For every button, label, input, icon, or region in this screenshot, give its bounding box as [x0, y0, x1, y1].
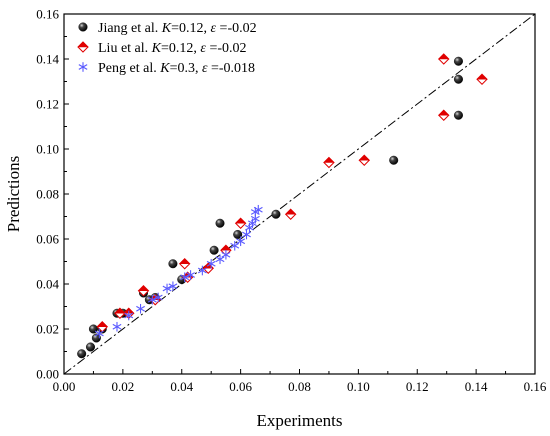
data-point — [242, 229, 251, 240]
data-point — [168, 281, 178, 292]
data-point — [453, 110, 463, 120]
y-tick-label: 0.16 — [36, 7, 59, 22]
data-point — [438, 109, 450, 121]
legend-label: Jiang et al. K=0.12, ε =-0.02 — [98, 21, 257, 36]
data-point — [215, 218, 225, 228]
data-point — [253, 204, 263, 215]
data-point — [234, 217, 247, 229]
data-point — [91, 333, 101, 343]
legend-label: Liu et al. K=0.12, ε =-0.02 — [98, 41, 247, 56]
data-point — [94, 328, 104, 339]
data-point — [389, 155, 399, 165]
x-tick-label: 0.00 — [53, 379, 76, 394]
data-point — [206, 258, 216, 269]
data-point — [162, 283, 172, 294]
legend-marker — [77, 41, 89, 53]
x-axis: 0.00 0.02 0.04 0.06 0.08 0.10 0.12 0.14 0.16 — [53, 369, 547, 394]
y-tick-label: 0.00 — [36, 367, 59, 382]
data-point — [147, 294, 157, 305]
data-point — [453, 56, 463, 66]
x-tick-label: 0.12 — [406, 379, 429, 394]
series-1 — [96, 53, 488, 333]
data-point — [323, 156, 335, 169]
data-point — [221, 249, 231, 260]
y-tick-label: 0.14 — [36, 52, 59, 67]
data-point — [137, 285, 150, 297]
y-axis-title: Predictions — [4, 156, 23, 233]
data-point — [168, 259, 178, 269]
x-tick-label: 0.14 — [465, 379, 488, 394]
series-2 — [94, 204, 263, 339]
x-tick-label: 0.08 — [288, 379, 311, 394]
data-point — [215, 254, 225, 265]
data-point — [438, 53, 450, 65]
data-point — [453, 74, 463, 84]
data-point — [112, 321, 122, 332]
y-tick-label: 0.04 — [36, 277, 59, 292]
data-point — [476, 73, 488, 85]
reference-line-group — [63, 13, 536, 375]
legend-marker — [78, 22, 88, 32]
data-point — [77, 349, 87, 359]
y-tick-label: 0.02 — [36, 322, 59, 337]
reference-line — [63, 13, 536, 375]
data-point — [85, 342, 95, 352]
y-tick-label: 0.10 — [36, 142, 59, 157]
x-tick-label: 0.06 — [229, 379, 252, 394]
data-point — [358, 154, 370, 166]
data-point — [284, 208, 297, 220]
y-tick-label: 0.06 — [36, 232, 59, 247]
data-point — [209, 245, 219, 255]
data-point — [153, 292, 163, 303]
data-point — [236, 236, 246, 247]
data-point — [178, 258, 191, 270]
x-tick-label: 0.16 — [524, 379, 547, 394]
legend: Jiang et al. K=0.12, ε =-0.02 Liu et al. … — [77, 21, 257, 76]
data-point — [180, 272, 190, 283]
legend-label: Peng et al. K=0.3, ε =-0.018 — [98, 61, 255, 76]
data-point — [114, 307, 126, 319]
y-tick-label: 0.08 — [36, 187, 59, 202]
data-point — [186, 270, 196, 280]
y-tick-label: 0.12 — [36, 97, 59, 112]
series-0 — [77, 56, 463, 359]
data-point — [197, 265, 207, 276]
y-axis: 0.00 0.02 0.04 0.06 0.08 0.10 0.12 0.14 0.16 — [36, 7, 69, 382]
data-point — [230, 240, 240, 251]
x-axis-title: Experiments — [257, 411, 343, 430]
data-point — [271, 209, 281, 219]
legend-marker — [78, 62, 88, 72]
data-point — [136, 303, 145, 314]
data-point — [233, 229, 243, 239]
x-tick-label: 0.04 — [170, 379, 193, 394]
x-tick-label: 0.02 — [112, 379, 135, 394]
data-points — [77, 53, 488, 359]
x-tick-label: 0.10 — [347, 379, 370, 394]
data-point — [124, 310, 134, 321]
